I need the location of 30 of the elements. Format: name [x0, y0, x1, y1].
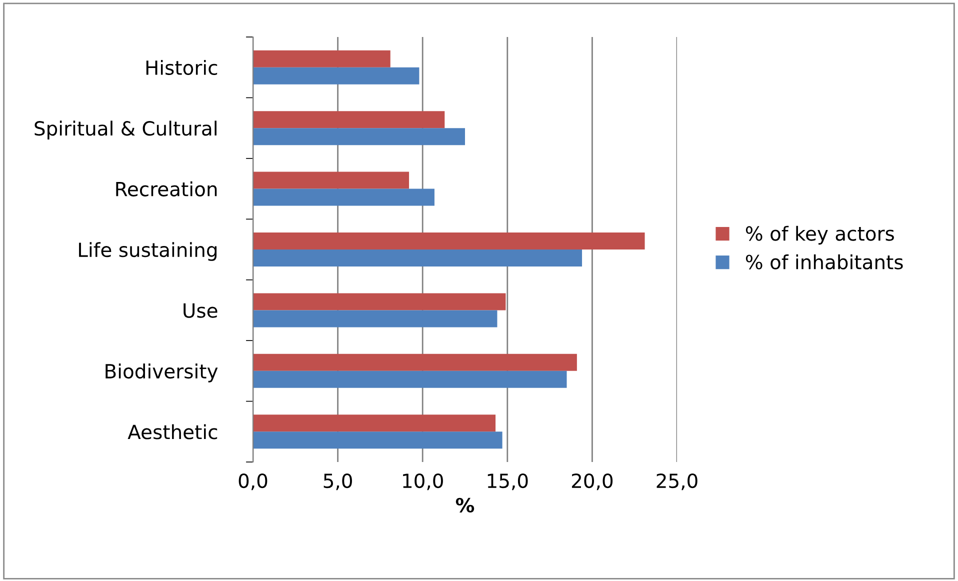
- bar: [253, 188, 434, 206]
- x-tick-label: 25,0: [656, 473, 698, 490]
- bar: [253, 50, 390, 68]
- y-tick-label: Recreation: [116, 181, 217, 196]
- y-tick-label: Biodiversity: [106, 364, 218, 382]
- x-tick-label: 5,0: [324, 473, 352, 490]
- bar: [253, 128, 465, 146]
- y-tick-label: Use: [184, 303, 218, 318]
- bar: [253, 172, 410, 189]
- x-tick-label: 10,0: [403, 473, 443, 490]
- bar: [253, 310, 498, 328]
- bar: [253, 293, 506, 310]
- legend-label: % of key actors: [746, 226, 894, 245]
- y-tick-label: Aesthetic: [128, 424, 218, 440]
- y-tick-label: Historic: [146, 60, 218, 76]
- bar: [253, 432, 502, 449]
- bar: [253, 250, 582, 266]
- bar: [253, 232, 645, 250]
- x-tick-label: 20,0: [572, 473, 613, 490]
- bar: [253, 354, 577, 371]
- x-axis-title: %: [456, 498, 474, 513]
- x-tick-label: 15,0: [488, 473, 528, 490]
- y-tick-label: Life sustaining: [79, 242, 217, 261]
- x-tick-label: 0,0: [238, 473, 268, 490]
- y-tick-label: Spiritual & Cultural: [34, 120, 216, 140]
- bar: [253, 67, 420, 84]
- bar: [253, 414, 496, 432]
- bar: [253, 370, 567, 388]
- legend-label: % of inhabitants: [746, 254, 903, 270]
- bar: [253, 111, 445, 128]
